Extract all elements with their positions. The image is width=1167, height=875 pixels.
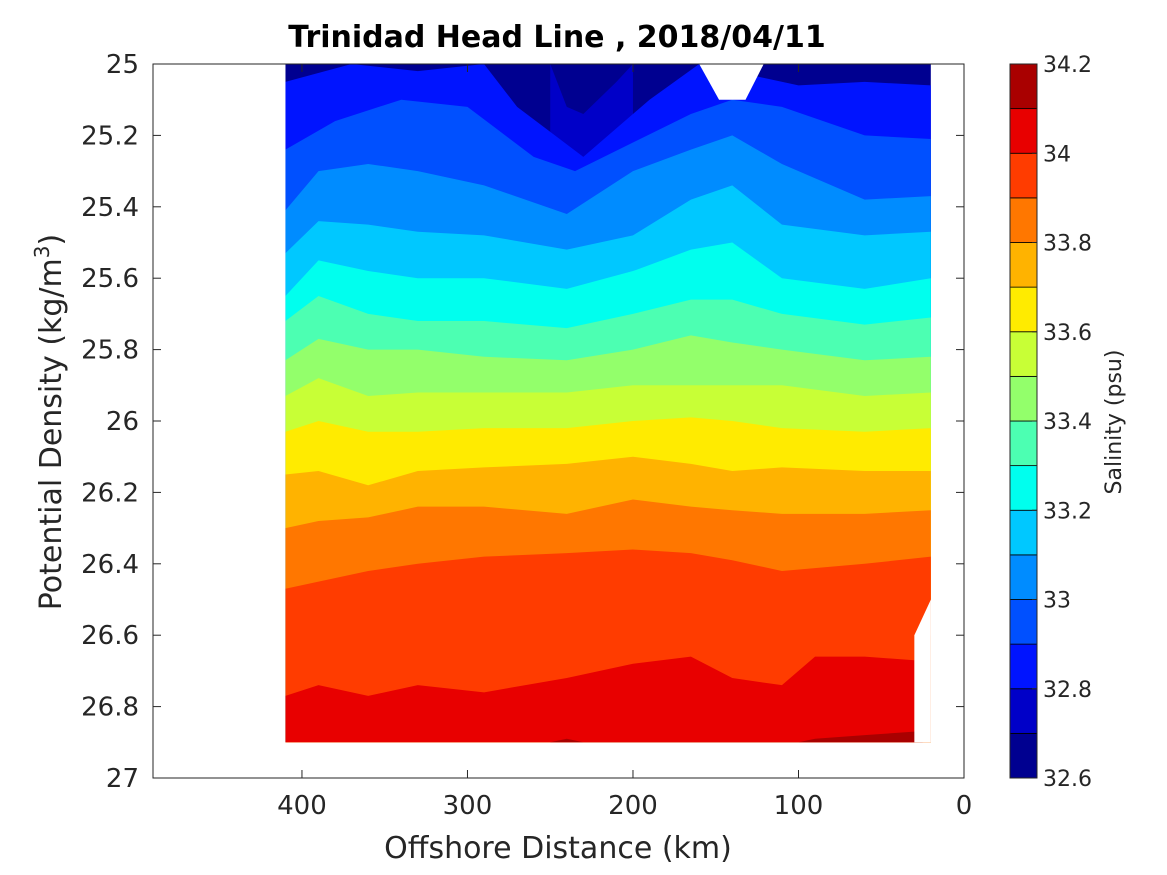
colorbar-tick-label: 33.4: [1043, 410, 1092, 435]
colorbar-tick-label: 33.6: [1043, 321, 1092, 346]
salinity-band-34: [285, 656, 915, 743]
colorbar-tick-label: 32.8: [1043, 678, 1092, 703]
x-tick-label: 400: [277, 791, 327, 821]
y-tick-label: 26.6: [81, 621, 139, 651]
colorbar-band: [1009, 643, 1038, 690]
y-tick-label: 26.4: [81, 550, 139, 580]
colorbar-band: [1009, 420, 1038, 467]
y-axis-label-text: Potential Density (kg/m: [34, 258, 69, 610]
colorbar-band: [1009, 465, 1038, 511]
colorbar-band: [1009, 599, 1038, 645]
y-tick-label: 25.2: [81, 121, 139, 151]
y-tick-label: 26.2: [81, 478, 139, 508]
x-axis-label: Offshore Distance (km): [384, 831, 732, 866]
top-gap: [699, 64, 764, 100]
y-tick-label: 25.4: [81, 193, 139, 223]
colorbar-bands: [1009, 63, 1038, 779]
salinity-band-34.1: [550, 728, 923, 743]
y-tick-label: 25: [106, 50, 139, 80]
colorbar-tick-label: 34.2: [1043, 53, 1092, 78]
colorbar-band: [1009, 375, 1038, 422]
colorbar-tick-label: 32.6: [1043, 767, 1092, 792]
colorbar-band: [1009, 63, 1038, 110]
colorbar-tick-label: 33.8: [1043, 232, 1092, 257]
colorbar-band: [1009, 732, 1038, 779]
colorbar-tick-label: 33.2: [1043, 499, 1092, 524]
bottom-right-gap: [914, 599, 931, 743]
y-axis-label-superscript: 3: [30, 245, 54, 258]
colorbar: 32.6 32.8 33 33.2 33.4 33.6 33.8 34 34.2 Salinit…: [1009, 53, 1127, 792]
plot-area: 400 300 200 100 0 25 25.2 25.4 25.6 25.8 26 26.2 26…: [81, 50, 972, 821]
colorbar-band: [1009, 152, 1038, 199]
data-gaps: [699, 64, 931, 743]
chart-title: Trinidad Head Line , 2018/04/11: [288, 20, 825, 55]
y-axis-label: Potential Density (kg/m3): [30, 234, 69, 610]
x-tick-label: 100: [774, 791, 824, 821]
colorbar-band: [1009, 688, 1038, 734]
x-axis: 400 300 200 100 0: [277, 64, 972, 821]
colorbar-label: Salinity (psu): [1102, 350, 1127, 495]
colorbar-band: [1009, 242, 1038, 288]
y-axis-label-close: ): [34, 234, 69, 246]
colorbar-band: [1009, 554, 1038, 600]
colorbar-band: [1009, 108, 1038, 154]
y-tick-label: 26.8: [81, 693, 139, 723]
contour-fills: [285, 64, 931, 743]
y-tick-label: 25.6: [81, 264, 139, 294]
x-tick-label: 300: [443, 791, 493, 821]
colorbar-tick-label: 33: [1043, 589, 1071, 614]
colorbar-band: [1009, 286, 1038, 333]
y-axis: 25 25.2 25.4 25.6 25.8 26 26.2 26.4 26.6 26.8 27: [81, 50, 964, 794]
colorbar-tick-label: 34: [1043, 142, 1071, 167]
y-tick-label: 25.8: [81, 336, 139, 366]
colorbar-band: [1009, 509, 1038, 556]
colorbar-band: [1009, 331, 1038, 377]
y-tick-label: 27: [106, 764, 139, 794]
y-tick-label: 26: [106, 407, 139, 437]
x-tick-label: 0: [956, 791, 973, 821]
x-tick-label: 200: [608, 791, 658, 821]
colorbar-band: [1009, 197, 1038, 243]
colorbar-ticks: 32.6 32.8 33 33.2 33.4 33.6 33.8 34 34.2: [1032, 53, 1092, 792]
